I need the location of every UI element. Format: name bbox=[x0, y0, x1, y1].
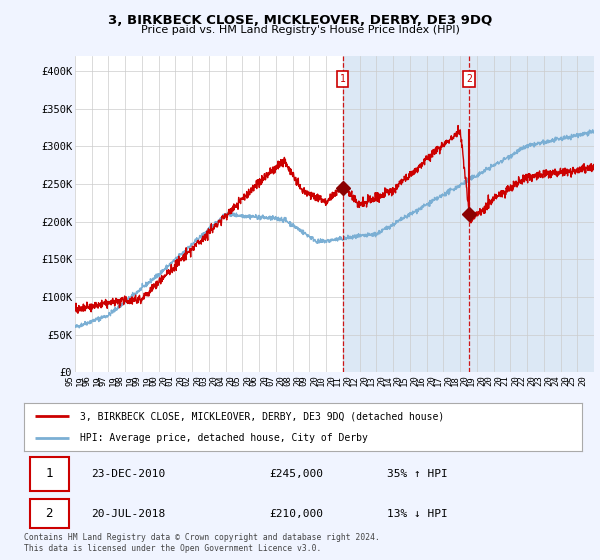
Text: 13% ↓ HPI: 13% ↓ HPI bbox=[387, 508, 448, 519]
Text: 2: 2 bbox=[466, 73, 472, 83]
Text: 1: 1 bbox=[340, 73, 346, 83]
Text: £210,000: £210,000 bbox=[269, 508, 323, 519]
Text: £245,000: £245,000 bbox=[269, 469, 323, 479]
Bar bbox=[469, 56, 594, 372]
Text: Price paid vs. HM Land Registry's House Price Index (HPI): Price paid vs. HM Land Registry's House … bbox=[140, 25, 460, 35]
FancyBboxPatch shape bbox=[29, 499, 68, 528]
Text: 1: 1 bbox=[46, 467, 53, 480]
Text: 3, BIRKBECK CLOSE, MICKLEOVER, DERBY, DE3 9DQ: 3, BIRKBECK CLOSE, MICKLEOVER, DERBY, DE… bbox=[108, 14, 492, 27]
Text: 20-JUL-2018: 20-JUL-2018 bbox=[91, 508, 165, 519]
Bar bbox=[343, 56, 469, 372]
Text: 3, BIRKBECK CLOSE, MICKLEOVER, DERBY, DE3 9DQ (detached house): 3, BIRKBECK CLOSE, MICKLEOVER, DERBY, DE… bbox=[80, 411, 444, 421]
Text: 35% ↑ HPI: 35% ↑ HPI bbox=[387, 469, 448, 479]
Text: Contains HM Land Registry data © Crown copyright and database right 2024.
This d: Contains HM Land Registry data © Crown c… bbox=[24, 533, 380, 553]
Text: 2: 2 bbox=[46, 507, 53, 520]
FancyBboxPatch shape bbox=[29, 457, 68, 491]
Text: 23-DEC-2010: 23-DEC-2010 bbox=[91, 469, 165, 479]
Text: HPI: Average price, detached house, City of Derby: HPI: Average price, detached house, City… bbox=[80, 433, 368, 443]
